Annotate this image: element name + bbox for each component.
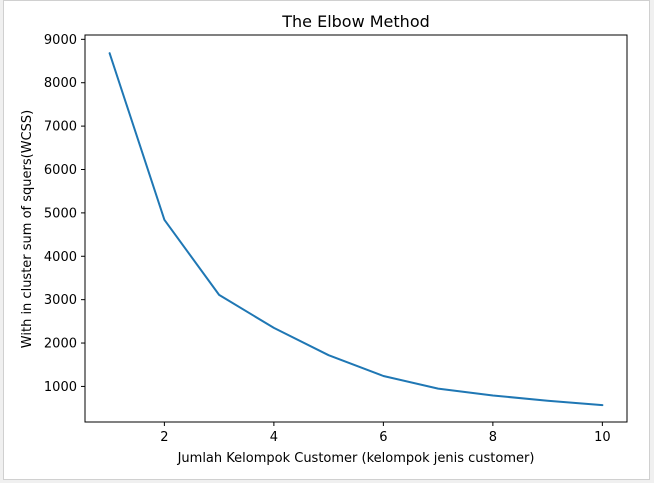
y-tick-label: 7000 <box>44 120 77 135</box>
y-tick-label: 9000 <box>44 33 77 48</box>
y-axis-ticks: 1000 2000 3000 4000 5000 6000 7000 8000 9000 <box>44 33 85 395</box>
x-axis-ticks: 2 4 6 8 10 <box>160 422 611 445</box>
y-tick-label: 6000 <box>44 163 77 178</box>
y-tick-label: 1000 <box>44 380 77 395</box>
y-tick-label: 2000 <box>44 337 77 352</box>
wcss-series-line <box>108 52 604 407</box>
x-tick-label: 6 <box>379 430 387 445</box>
x-tick-label: 10 <box>594 430 611 445</box>
plot-area <box>84 34 628 423</box>
y-tick-label: 8000 <box>44 76 77 91</box>
x-tick-label: 2 <box>160 430 168 445</box>
x-tick-label: 8 <box>489 430 497 445</box>
x-axis-label: Jumlah Kelompok Customer (kelompok jenis… <box>177 451 535 466</box>
y-tick-label: 4000 <box>44 250 77 265</box>
y-tick-label: 5000 <box>44 206 77 221</box>
y-tick-label: 3000 <box>44 293 77 308</box>
y-axis-label: With in cluster sum of squers(WCSS) <box>20 110 35 348</box>
x-tick-label: 4 <box>270 430 278 445</box>
chart-title: The Elbow Method <box>281 12 430 31</box>
